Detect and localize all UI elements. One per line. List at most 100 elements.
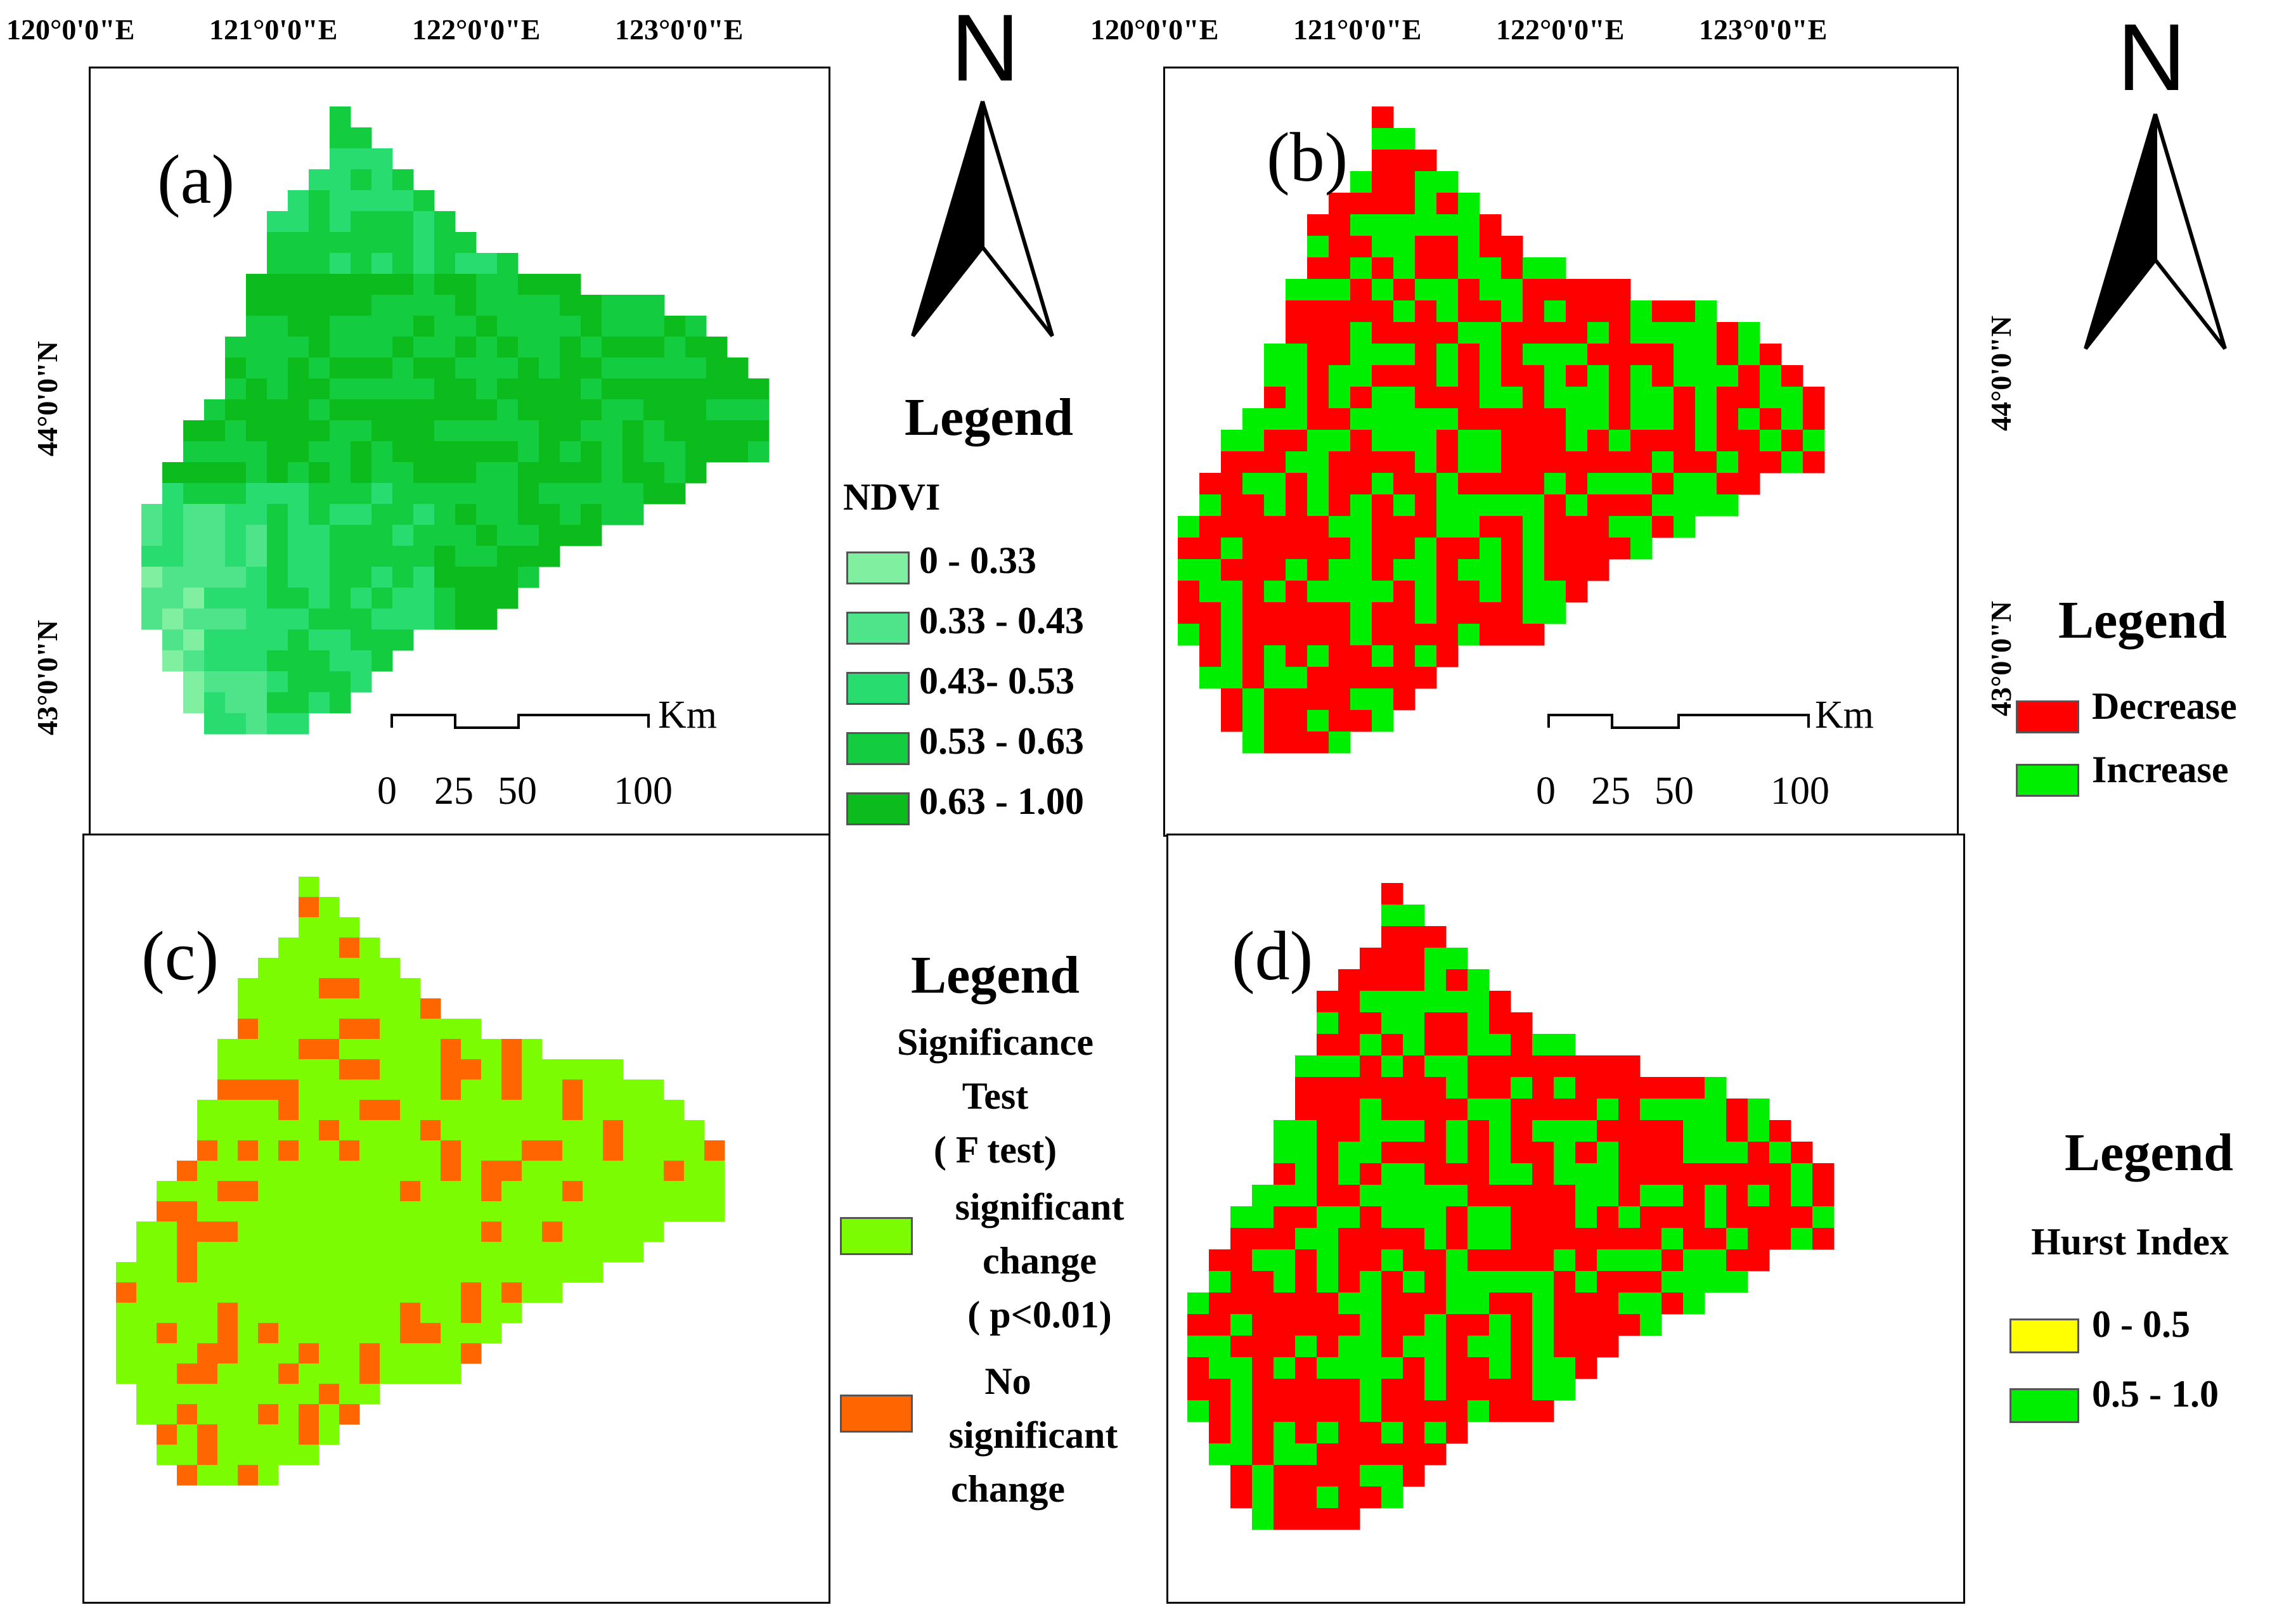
trend-cell — [1372, 128, 1394, 150]
significance-cell — [217, 1242, 238, 1263]
ndvi-cell — [246, 525, 268, 546]
ndvi-cell — [434, 462, 456, 484]
ndvi-cell — [309, 692, 330, 714]
trend-cell — [1350, 257, 1372, 280]
significance-cell — [157, 1445, 177, 1466]
hurst-cell — [1489, 1249, 1511, 1272]
legend-label-increase: Increase — [2092, 749, 2229, 790]
ndvi-cell — [518, 567, 539, 588]
significance-cell — [684, 1181, 705, 1202]
hurst-cell — [1597, 1120, 1619, 1142]
hurst-cell — [1554, 1185, 1576, 1207]
significance-cell — [441, 1181, 461, 1202]
legend-subtitle-c-0: Significance — [897, 1021, 1093, 1063]
significance-cell — [177, 1303, 198, 1324]
trend-cell — [1264, 408, 1286, 430]
ndvi-cell — [267, 567, 288, 588]
trend-cell — [1717, 365, 1739, 387]
trend-cell — [1264, 430, 1286, 452]
significance-cell — [664, 1140, 685, 1161]
trend-cell — [1480, 430, 1502, 452]
hurst-cell — [1403, 1271, 1425, 1293]
significance-raster — [116, 877, 725, 1486]
trend-cell — [1221, 516, 1243, 538]
trend-cell — [1587, 473, 1609, 495]
significance-cell — [197, 1262, 218, 1283]
hurst-cell — [1467, 1185, 1490, 1207]
hurst-cell — [1575, 1163, 1597, 1185]
significance-cell — [238, 1262, 259, 1283]
trend-cell — [1329, 193, 1351, 215]
trend-cell — [1781, 365, 1803, 387]
hurst-cell — [1467, 1077, 1490, 1099]
trend-cell — [1652, 430, 1674, 452]
trend-cell — [1480, 387, 1502, 409]
trend-cell — [1329, 236, 1351, 258]
hurst-cell — [1812, 1206, 1835, 1228]
hurst-cell — [1381, 1228, 1403, 1250]
ndvi-cell — [183, 588, 205, 609]
ndvi-cell — [204, 692, 226, 714]
ndvi-cell — [413, 546, 435, 567]
hurst-cell — [1640, 1120, 1662, 1142]
significance-cell — [359, 1161, 380, 1182]
ndvi-cell — [413, 525, 435, 546]
trend-cell — [1307, 300, 1329, 323]
hurst-cell — [1748, 1163, 1770, 1185]
map-panel-significance: (c) — [82, 834, 830, 1604]
hurst-cell — [1381, 1077, 1403, 1099]
trend-cell — [1436, 365, 1459, 387]
ndvi-cell — [643, 337, 665, 358]
significance-cell — [461, 1323, 482, 1344]
ndvi-cell — [413, 504, 435, 525]
trend-cell — [1372, 387, 1394, 409]
significance-cell — [623, 1242, 644, 1263]
trend-cell — [1415, 257, 1437, 280]
trend-cell — [1221, 688, 1243, 711]
trend-cell — [1652, 344, 1674, 366]
hurst-cell — [1403, 1077, 1425, 1099]
ndvi-cell — [727, 378, 749, 400]
ndvi-cell — [392, 274, 414, 295]
ndvi-cell — [539, 546, 560, 567]
trend-cell — [1738, 365, 1760, 387]
significance-cell — [177, 1404, 198, 1425]
legend-label-a-2: 0.43- 0.53 — [919, 660, 1074, 702]
trend-cell — [1350, 538, 1372, 560]
significance-cell — [400, 1242, 421, 1263]
significance-cell — [299, 1079, 319, 1100]
hurst-cell — [1467, 1055, 1490, 1078]
legend-label-significant-1: change — [983, 1240, 1097, 1282]
ndvi-cell — [539, 525, 560, 546]
hurst-cell — [1705, 1249, 1727, 1272]
ndvi-cell — [330, 546, 351, 567]
hurst-cell — [1338, 1249, 1360, 1272]
trend-cell — [1566, 451, 1588, 474]
hurst-cell — [1230, 1336, 1253, 1358]
trend-cell — [1221, 473, 1243, 495]
hurst-cell — [1575, 1206, 1597, 1228]
trend-cell — [1480, 581, 1502, 603]
significance-cell — [562, 1242, 583, 1263]
hurst-cell — [1575, 1292, 1597, 1315]
significance-cell — [319, 1384, 340, 1405]
hurst-cell — [1575, 1228, 1597, 1250]
trend-cell — [1544, 516, 1566, 538]
ndvi-cell — [518, 274, 539, 295]
ndvi-cell — [497, 462, 519, 484]
significance-cell — [441, 1019, 461, 1040]
significance-cell — [562, 1161, 583, 1182]
hurst-cell — [1575, 1120, 1597, 1142]
significance-cell — [441, 1363, 461, 1384]
ndvi-cell — [288, 483, 309, 505]
ndvi-cell — [497, 253, 519, 274]
ndvi-cell — [622, 441, 644, 463]
ndvi-cell — [539, 399, 560, 421]
ndvi-cell — [476, 274, 498, 295]
ndvi-cell — [330, 462, 351, 484]
significance-cell — [603, 1079, 624, 1100]
hurst-cell — [1338, 1142, 1360, 1164]
hurst-cell — [1295, 1055, 1317, 1078]
hurst-cell — [1661, 1271, 1684, 1293]
hurst-cell — [1554, 1336, 1576, 1358]
